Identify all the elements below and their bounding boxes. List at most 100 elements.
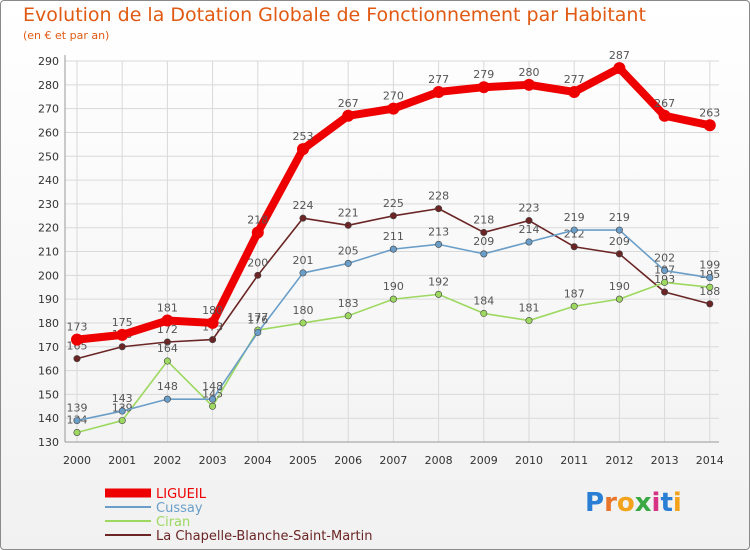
data-point [209,395,217,403]
data-label: 187 [564,287,585,300]
data-point [570,302,578,310]
data-point [435,240,443,248]
data-label: 199 [699,259,720,272]
data-label: 175 [112,316,133,329]
y-tick-label: 250 [38,150,59,163]
data-label: 213 [428,225,449,238]
logo-letter: x [634,488,652,518]
y-tick-label: 190 [38,293,59,306]
data-label: 253 [293,130,314,143]
x-tick-label: 2003 [199,454,227,467]
x-tick-label: 2010 [515,454,543,467]
data-point [523,78,535,91]
y-tick-label: 150 [38,388,59,401]
data-label: 181 [519,302,540,315]
data-label: 267 [338,97,359,110]
data-label: 176 [247,313,268,326]
y-tick-label: 130 [38,436,59,449]
logo-letter: i [651,488,661,518]
data-point [251,226,264,239]
data-point [658,109,671,122]
y-tick-label: 210 [38,246,59,259]
data-point [209,402,217,410]
data-point [480,309,488,317]
data-label: 211 [383,230,404,243]
data-point [615,250,623,258]
data-label: 280 [519,66,540,79]
data-point [254,328,262,336]
data-label: 202 [654,252,675,265]
x-tick-label: 2007 [379,454,407,467]
y-tick-label: 200 [38,269,59,282]
data-label: 181 [157,302,178,315]
data-label: 164 [157,342,178,355]
data-point [254,271,262,279]
data-label: 184 [473,294,494,307]
legend-label: La Chapelle-Blanche-Saint-Martin [156,529,372,544]
data-label: 209 [473,235,494,248]
data-point [613,62,626,75]
data-point [480,250,488,258]
data-label: 190 [609,280,630,293]
data-point [661,267,669,275]
data-point [568,85,581,98]
data-label: 219 [564,211,585,224]
data-point [706,274,714,282]
legend-label: LIGUEIL [156,487,207,502]
data-label: 214 [519,223,540,236]
data-label: 209 [609,235,630,248]
data-point [209,336,217,344]
data-point [118,343,126,351]
data-point [161,314,174,327]
data-point [477,81,490,94]
data-point [116,328,129,341]
data-point [118,407,126,415]
data-point [389,295,397,303]
data-label: 277 [564,73,585,86]
data-label: 200 [247,256,268,269]
data-label: 218 [473,213,494,226]
x-tick-label: 2002 [153,454,181,467]
data-point [73,428,81,436]
y-tick-label: 180 [38,317,59,330]
data-label: 188 [699,285,720,298]
x-tick-label: 2000 [63,454,91,467]
data-point [389,212,397,220]
data-label: 228 [428,190,449,203]
data-point [706,283,714,291]
data-point [118,417,126,425]
data-label: 279 [473,68,494,81]
data-point [432,85,445,98]
x-tick-label: 2013 [651,454,679,467]
data-label: 225 [383,197,404,210]
data-label: 190 [383,280,404,293]
data-label: 267 [654,97,675,110]
data-point [71,333,83,346]
data-label: 143 [112,392,133,405]
y-tick-label: 230 [38,198,59,211]
data-label: 218 [247,213,268,226]
data-label: 224 [293,199,314,212]
data-point [299,319,307,327]
data-point [163,357,171,365]
data-point [703,119,716,132]
data-point [661,288,669,296]
data-label: 148 [157,380,178,393]
logo-letter: P [585,488,605,518]
data-point [297,143,309,156]
logo-letter: r [604,488,617,518]
data-label: 192 [428,275,449,288]
legend-label: Ciran [156,515,190,530]
data-point [387,102,400,115]
x-tick-label: 2009 [470,454,498,467]
data-label: 219 [609,211,630,224]
data-point [435,205,443,213]
y-tick-label: 280 [38,79,59,92]
x-tick-label: 2001 [108,454,136,467]
y-tick-label: 240 [38,174,59,187]
data-point [163,338,171,346]
data-point [661,278,669,286]
data-point [299,214,307,222]
